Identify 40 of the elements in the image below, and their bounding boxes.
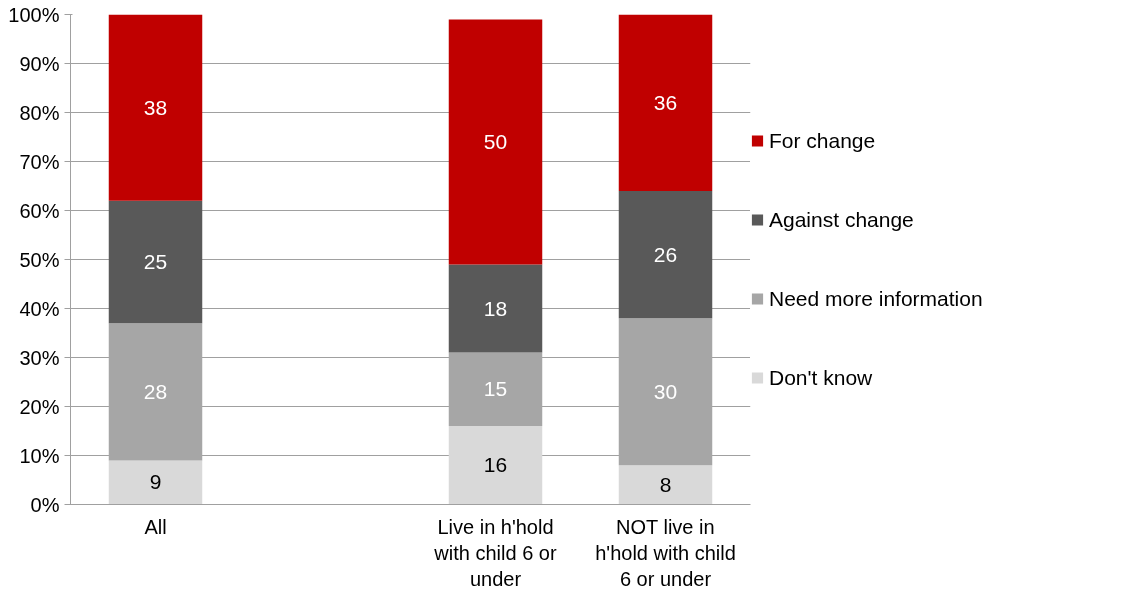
bar bbox=[108, 460, 203, 505]
bar bbox=[448, 19, 543, 265]
data-label: 28 bbox=[143, 379, 168, 403]
legend-label: For change bbox=[769, 128, 876, 153]
legend-label: Need more information bbox=[769, 286, 983, 311]
x-tick-label: Live in h'hold with child 6 or under bbox=[433, 515, 557, 591]
bar bbox=[448, 352, 543, 427]
y-tick-label: 10% bbox=[19, 444, 60, 467]
y-tick-label: 90% bbox=[19, 52, 60, 75]
bar bbox=[448, 264, 543, 353]
data-label: 36 bbox=[653, 90, 678, 114]
data-label: 25 bbox=[143, 249, 168, 273]
bar bbox=[618, 190, 713, 319]
data-label: 30 bbox=[653, 379, 678, 403]
legend-label: Don't know bbox=[769, 365, 873, 390]
y-tick-label: 50% bbox=[19, 248, 60, 271]
y-tick-label: 70% bbox=[19, 150, 60, 173]
bar bbox=[618, 14, 713, 191]
y-tick-label: 20% bbox=[19, 395, 60, 418]
y-tick-label: 40% bbox=[19, 297, 60, 320]
data-label: 50 bbox=[483, 129, 508, 153]
data-label: 16 bbox=[483, 453, 508, 477]
data-label: 26 bbox=[653, 242, 678, 266]
legend-label: Against change bbox=[769, 207, 914, 232]
bar bbox=[448, 426, 543, 505]
y-tick-label: 80% bbox=[19, 101, 60, 124]
data-label: 18 bbox=[483, 296, 508, 320]
y-tick-label: 60% bbox=[19, 199, 60, 222]
data-label: 8 bbox=[659, 472, 672, 496]
y-tick-label: 30% bbox=[19, 346, 60, 369]
x-tick-label: NOT live in h'hold with child 6 or under bbox=[595, 515, 736, 591]
data-label: 15 bbox=[483, 377, 508, 401]
bar bbox=[108, 14, 203, 201]
x-tick-label: All bbox=[144, 515, 167, 538]
data-label: 9 bbox=[149, 470, 162, 494]
y-tick-label: 0% bbox=[30, 493, 60, 516]
bar bbox=[618, 465, 713, 505]
data-label: 38 bbox=[143, 95, 168, 119]
y-tick-label: 100% bbox=[8, 3, 60, 26]
bar bbox=[108, 200, 203, 324]
